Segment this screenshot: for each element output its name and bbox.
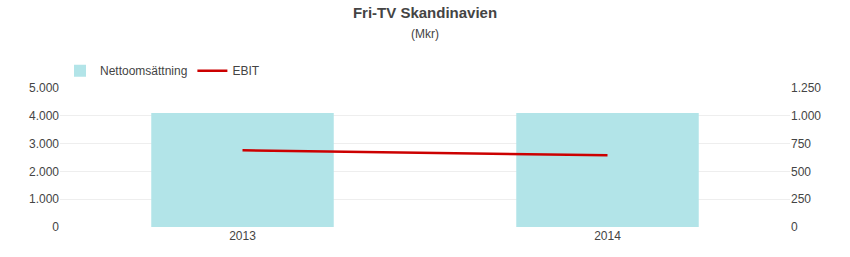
svg-text:4.000: 4.000 <box>29 109 59 123</box>
svg-text:2014: 2014 <box>594 229 621 243</box>
svg-text:3.000: 3.000 <box>29 137 59 151</box>
svg-text:250: 250 <box>791 192 811 206</box>
svg-text:2013: 2013 <box>229 229 256 243</box>
svg-text:Nettoomsättning: Nettoomsättning <box>100 64 187 78</box>
svg-text:750: 750 <box>791 137 811 151</box>
svg-text:0: 0 <box>791 220 798 234</box>
svg-text:2.000: 2.000 <box>29 165 59 179</box>
svg-text:0: 0 <box>52 220 59 234</box>
svg-text:500: 500 <box>791 165 811 179</box>
svg-text:EBIT: EBIT <box>232 64 259 78</box>
svg-text:1.000: 1.000 <box>29 192 59 206</box>
svg-text:Fri-TV Skandinavien(Mkr): Fri-TV Skandinavien(Mkr) <box>353 4 497 41</box>
svg-text:5.000: 5.000 <box>29 81 59 95</box>
svg-text:1.250: 1.250 <box>791 81 821 95</box>
svg-text:1.000: 1.000 <box>791 109 821 123</box>
